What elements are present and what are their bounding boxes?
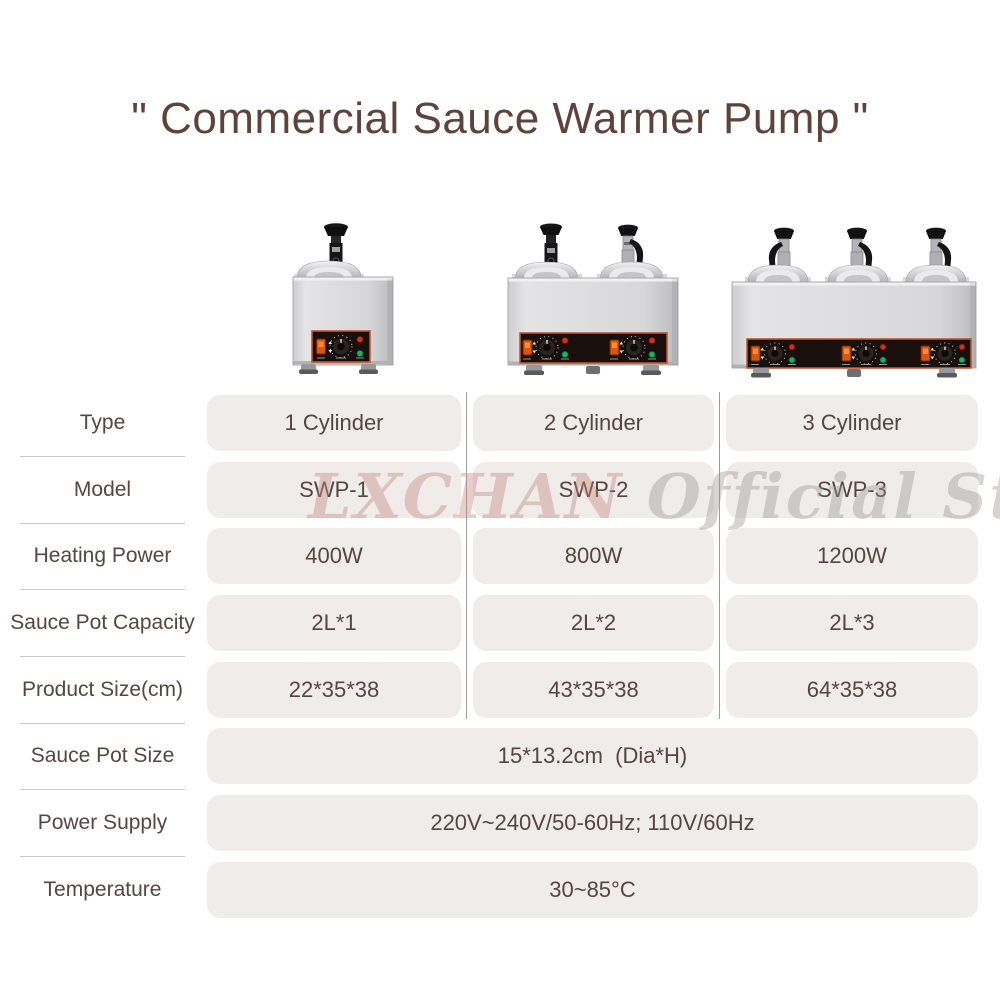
label-divider xyxy=(20,723,185,724)
spec-label-temperature: Temperature xyxy=(43,878,162,901)
control-cluster xyxy=(920,342,966,365)
spec-value-type-3: 3 Cylinder xyxy=(726,395,978,451)
spec-label-product-size: Product Size(cm) xyxy=(21,678,184,701)
spec-value-model-2: SWP-2 xyxy=(473,462,714,518)
control-panel xyxy=(519,332,668,364)
pot-lid xyxy=(597,261,667,279)
pot-lid xyxy=(903,264,969,283)
product-photo-3-cylinder xyxy=(731,227,977,378)
column-divider xyxy=(466,392,467,719)
spec-value-capacity-2: 2L*2 xyxy=(473,595,714,651)
spec-label-type: Type xyxy=(79,411,126,434)
label-divider xyxy=(20,856,185,857)
spec-label-pot-capacity: Sauce Pot Capacity xyxy=(10,611,195,634)
spec-label-heating-power: Heating Power xyxy=(33,544,172,567)
spec-value-power-1: 400W xyxy=(207,528,461,584)
control-panel xyxy=(311,330,371,363)
spec-value-power-2: 800W xyxy=(473,528,714,584)
spec-value-size-2: 43*35*38 xyxy=(473,662,714,718)
spec-value-size-1: 22*35*38 xyxy=(207,662,461,718)
spec-value-capacity-3: 2L*3 xyxy=(726,595,978,651)
label-divider xyxy=(20,789,185,790)
product-photo-1-cylinder xyxy=(292,223,394,374)
spec-value-model-3: SWP-3 xyxy=(726,462,978,518)
spec-label-pot-size: Sauce Pot Size xyxy=(30,744,175,767)
spec-value-model-1: SWP-1 xyxy=(207,462,461,518)
pot-lid xyxy=(745,264,811,283)
spec-value-type-1: 1 Cylinder xyxy=(207,395,461,451)
spec-value-power-supply: 220V~240V/50-60Hz; 110V/60Hz xyxy=(207,795,978,851)
label-divider xyxy=(20,456,185,457)
control-cluster xyxy=(522,336,569,360)
machine-feet xyxy=(524,365,661,375)
control-panel xyxy=(746,338,972,369)
spec-value-size-3: 64*35*38 xyxy=(726,662,978,718)
control-cluster xyxy=(609,336,656,360)
pot-lid xyxy=(825,264,891,283)
spec-value-capacity-1: 2L*1 xyxy=(207,595,461,651)
machine-body xyxy=(292,276,394,366)
spec-value-temperature: 30~85°C xyxy=(207,862,978,918)
watermark-brand: LXCHAN xyxy=(308,460,624,533)
spec-label-power-supply: Power Supply xyxy=(37,811,168,834)
spec-label-model: Model xyxy=(73,478,132,501)
page-title: " Commercial Sauce Warmer Pump " xyxy=(131,94,869,143)
product-photo-2-cylinder xyxy=(507,223,679,375)
machine-feet xyxy=(299,364,378,374)
spec-value-power-3: 1200W xyxy=(726,528,978,584)
watermark: LXCHAN Official Store xyxy=(308,460,1000,533)
pot-lid xyxy=(294,260,364,279)
label-divider xyxy=(20,656,185,657)
column-divider xyxy=(719,392,720,719)
label-divider xyxy=(20,589,185,590)
pot-lid xyxy=(512,261,582,279)
control-cluster xyxy=(750,342,796,365)
machine-feet xyxy=(751,368,957,378)
watermark-suffix: Official Store xyxy=(646,460,1000,533)
spec-value-pot-size: 15*13.2cm (Dia*H) xyxy=(207,728,978,784)
label-divider xyxy=(20,523,185,524)
spec-value-type-2: 2 Cylinder xyxy=(473,395,714,451)
control-cluster xyxy=(841,342,887,365)
